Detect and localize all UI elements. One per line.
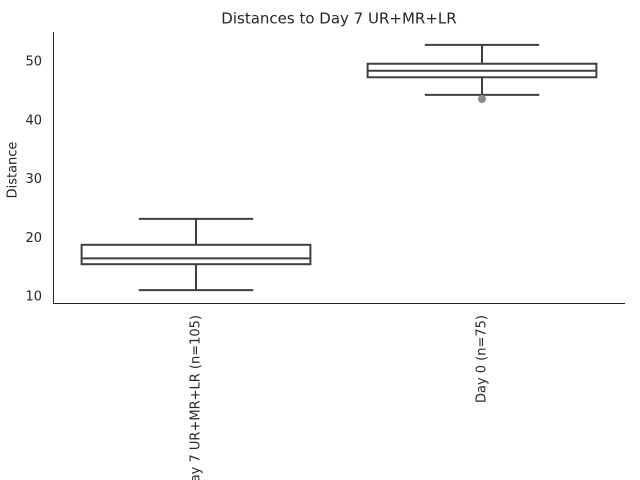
- chart-title: Distances to Day 7 UR+MR+LR: [221, 10, 456, 28]
- box: [80, 243, 312, 266]
- x-tick-label: Day 0 (n=75): [475, 315, 490, 403]
- y-tick-label: 40: [25, 113, 42, 128]
- x-tick-label: Day 7 UR+MR+LR (n=105): [189, 315, 204, 480]
- y-tick-label: 30: [25, 172, 42, 187]
- y-tick-label: 50: [25, 54, 42, 69]
- outlier: [478, 95, 486, 104]
- y-tick-label: 20: [25, 231, 42, 246]
- y-axis-label: Distance: [6, 142, 21, 199]
- y-tick-label: 10: [25, 290, 42, 305]
